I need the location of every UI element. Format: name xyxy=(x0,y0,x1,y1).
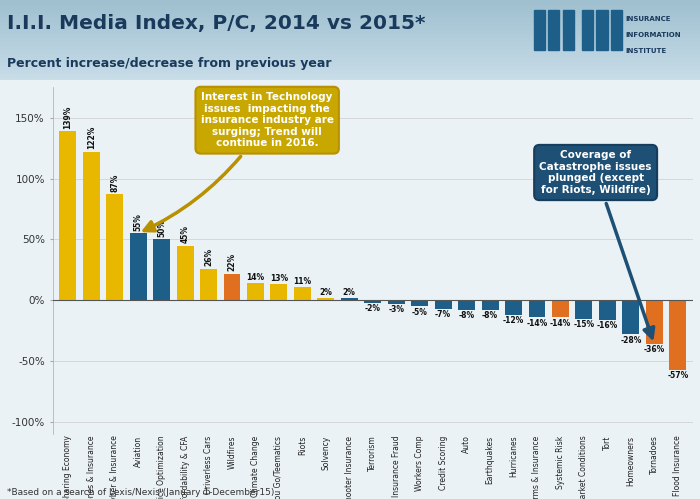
Bar xyxy=(60,131,76,300)
Bar xyxy=(411,300,428,306)
Bar xyxy=(294,287,311,300)
Text: Coverage of
Catastrophe issues
plunged (except
for Riots, Wildfire): Coverage of Catastrophe issues plunged (… xyxy=(540,150,654,338)
Bar xyxy=(0,0,700,4)
Text: I.I.I. Media Index, P/C, 2014 vs 2015*: I.I.I. Media Index, P/C, 2014 vs 2015* xyxy=(7,14,426,33)
Bar xyxy=(458,300,475,310)
Bar xyxy=(0,68,700,72)
Bar xyxy=(0,24,700,28)
Bar xyxy=(0,28,700,32)
Bar xyxy=(0,16,700,20)
Bar xyxy=(153,240,170,300)
Bar xyxy=(0,52,700,56)
Bar xyxy=(364,300,382,303)
Bar xyxy=(0,32,700,36)
Text: -36%: -36% xyxy=(644,345,665,354)
Text: 45%: 45% xyxy=(181,225,190,243)
Bar xyxy=(0,48,700,52)
Text: -7%: -7% xyxy=(435,310,452,319)
Text: 13%: 13% xyxy=(270,274,288,283)
Text: 55%: 55% xyxy=(134,213,143,231)
Bar xyxy=(0,44,700,48)
Text: INSURANCE: INSURANCE xyxy=(625,16,671,22)
Bar xyxy=(582,10,593,50)
Text: -8%: -8% xyxy=(458,311,475,320)
Bar xyxy=(130,234,146,300)
Bar xyxy=(575,300,592,318)
Text: -16%: -16% xyxy=(596,321,618,330)
Bar xyxy=(563,10,574,50)
Text: 2%: 2% xyxy=(319,287,332,296)
Bar xyxy=(0,76,700,80)
Text: Percent increase/decrease from previous year: Percent increase/decrease from previous … xyxy=(7,57,332,70)
Text: 22%: 22% xyxy=(228,253,237,271)
Bar xyxy=(596,10,608,50)
Bar xyxy=(528,300,545,317)
Text: -14%: -14% xyxy=(550,318,571,327)
Bar xyxy=(505,300,522,315)
Text: -3%: -3% xyxy=(389,305,404,314)
Bar xyxy=(388,300,405,304)
Bar xyxy=(0,20,700,24)
Bar xyxy=(482,300,498,310)
Bar xyxy=(83,152,99,300)
Bar xyxy=(317,298,335,300)
Bar xyxy=(533,10,545,50)
Text: 50%: 50% xyxy=(157,219,166,237)
Text: -28%: -28% xyxy=(620,335,641,345)
Text: 2%: 2% xyxy=(343,287,356,296)
Bar xyxy=(0,4,700,8)
Bar xyxy=(0,8,700,12)
Bar xyxy=(435,300,452,309)
Text: 139%: 139% xyxy=(63,105,72,129)
Text: -15%: -15% xyxy=(573,320,594,329)
Bar xyxy=(0,12,700,16)
Bar xyxy=(106,195,123,300)
Text: -12%: -12% xyxy=(503,316,524,325)
Text: 11%: 11% xyxy=(293,276,312,285)
Text: 26%: 26% xyxy=(204,248,213,266)
Bar xyxy=(622,300,639,334)
Text: 14%: 14% xyxy=(246,273,265,282)
Bar xyxy=(599,300,616,320)
Bar xyxy=(0,56,700,60)
Text: INFORMATION: INFORMATION xyxy=(625,32,681,38)
Bar xyxy=(223,273,240,300)
Bar xyxy=(646,300,663,344)
Text: INSTITUTE: INSTITUTE xyxy=(625,48,666,54)
Bar xyxy=(0,64,700,68)
Bar xyxy=(548,10,559,50)
Bar xyxy=(341,298,358,300)
Bar xyxy=(200,268,217,300)
Bar xyxy=(0,36,700,40)
Bar xyxy=(270,284,288,300)
Text: -57%: -57% xyxy=(667,371,688,380)
Text: 87%: 87% xyxy=(110,174,119,192)
Bar xyxy=(247,283,264,300)
Text: -8%: -8% xyxy=(482,311,498,320)
Bar xyxy=(176,246,193,300)
Text: -14%: -14% xyxy=(526,318,547,327)
Text: -5%: -5% xyxy=(412,307,428,316)
Text: -2%: -2% xyxy=(365,304,381,313)
Text: *Based on a search of Lexis/Nexis (January 1-December15): *Based on a search of Lexis/Nexis (Janua… xyxy=(7,488,274,497)
Bar xyxy=(0,40,700,44)
Bar xyxy=(669,300,686,370)
Bar xyxy=(552,300,569,317)
Bar xyxy=(0,60,700,64)
Text: 122%: 122% xyxy=(87,126,96,149)
Bar xyxy=(0,72,700,76)
Bar xyxy=(611,10,622,50)
Text: Interest in Technology
issues  impacting the
insurance industry are
surging; Tre: Interest in Technology issues impacting … xyxy=(144,92,334,231)
